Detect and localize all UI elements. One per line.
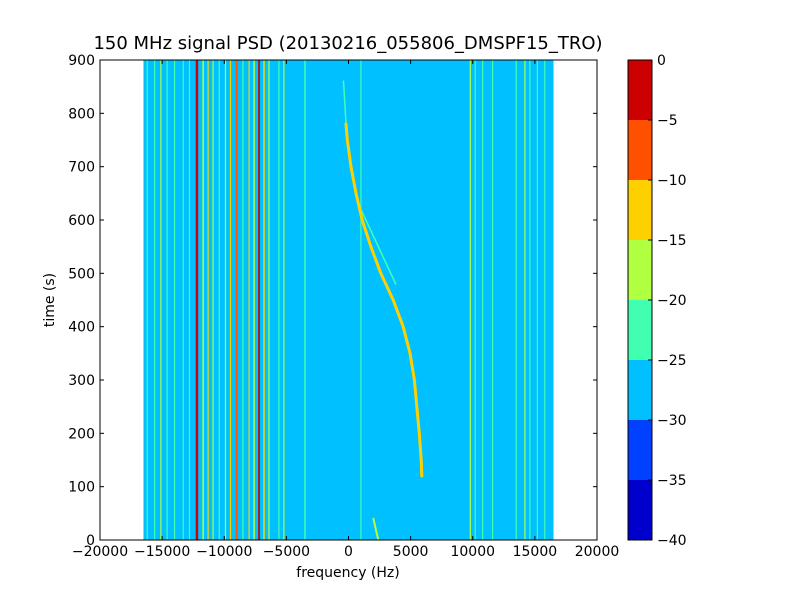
x-tick-label: −5000 bbox=[263, 544, 310, 560]
carrier-line bbox=[253, 60, 255, 540]
x-axis: −20000 −15000 −10000 −5000 0 5000 10000 15000 20… bbox=[72, 60, 619, 560]
carrier-line bbox=[160, 60, 162, 540]
carrier-line bbox=[248, 60, 250, 540]
carrier-line bbox=[218, 60, 220, 540]
y-tick-label: 900 bbox=[68, 53, 95, 69]
carrier-line bbox=[283, 60, 285, 540]
carrier-line bbox=[268, 60, 270, 540]
psd-background-band bbox=[143, 60, 554, 540]
carrier-line bbox=[229, 60, 232, 540]
colorbar-segment bbox=[628, 60, 652, 120]
colorbar-tick-label: −5 bbox=[657, 113, 678, 129]
x-tick-label: 20000 bbox=[575, 544, 620, 560]
colorbar-segment bbox=[628, 300, 652, 360]
plot-frame bbox=[99, 59, 598, 541]
plot-area bbox=[143, 60, 554, 540]
carrier-line bbox=[182, 60, 184, 540]
colorbar: −40 −35 −30 −25 −20 −15 −10 −5 0 bbox=[627, 53, 687, 549]
y-tick-label: 800 bbox=[68, 106, 95, 122]
y-tick-label: 500 bbox=[68, 266, 95, 282]
colorbar-segment bbox=[628, 420, 652, 480]
carrier-line bbox=[258, 60, 260, 540]
colorbar-tick-label: −10 bbox=[657, 173, 687, 189]
x-tick-label: −15000 bbox=[134, 544, 190, 560]
colorbar-tick-label: −35 bbox=[657, 473, 687, 489]
carrier-line bbox=[146, 60, 148, 540]
carrier-line bbox=[482, 60, 484, 540]
x-tick-label: 10000 bbox=[450, 544, 495, 560]
y-tick-label: 400 bbox=[68, 320, 95, 336]
y-tick-label: 200 bbox=[68, 426, 95, 442]
colorbar-tick-label: −20 bbox=[657, 293, 687, 309]
x-axis-label: frequency (Hz) bbox=[296, 565, 399, 581]
carrier-line bbox=[188, 60, 191, 540]
x-tick-label: −20000 bbox=[72, 544, 128, 560]
carrier-line bbox=[173, 60, 176, 540]
x-tick-label: 0 bbox=[344, 544, 353, 560]
x-tick-label: 5000 bbox=[393, 544, 429, 560]
y-tick-label: 600 bbox=[68, 213, 95, 229]
colorbar-tick-label: −30 bbox=[657, 413, 687, 429]
x-tick-label: −10000 bbox=[196, 544, 252, 560]
colorbar-tick-label: −25 bbox=[657, 353, 687, 369]
x-tick-label: 15000 bbox=[513, 544, 558, 560]
carrier-line bbox=[154, 60, 156, 540]
doppler-trace bbox=[344, 122, 424, 478]
colorbar-segment bbox=[628, 480, 652, 540]
colorbar-tick-label: −15 bbox=[657, 233, 687, 249]
y-tick-label: 0 bbox=[86, 533, 95, 549]
bottom-trace bbox=[372, 517, 380, 540]
carrier-line bbox=[242, 60, 244, 540]
carrier-line bbox=[474, 60, 476, 540]
carrier-line bbox=[469, 60, 471, 540]
carrier-line bbox=[202, 60, 204, 540]
carrier-line bbox=[166, 60, 168, 540]
y-tick-label: 300 bbox=[68, 373, 95, 389]
carrier-line bbox=[263, 60, 265, 540]
carrier-line bbox=[224, 60, 227, 540]
carrier-line bbox=[544, 60, 546, 540]
y-axis: 0 100 200 300 400 500 600 700 800 900 bbox=[68, 53, 597, 549]
carrier-line bbox=[207, 60, 209, 540]
carrier-line bbox=[212, 60, 214, 540]
carrier-line bbox=[235, 60, 238, 540]
carrier-line bbox=[515, 60, 517, 540]
y-tick-label: 700 bbox=[68, 160, 95, 176]
y-axis-label: time (s) bbox=[42, 273, 58, 327]
y-tick-label: 100 bbox=[68, 480, 95, 496]
carrier-line bbox=[536, 60, 538, 540]
colorbar-segment bbox=[628, 240, 652, 300]
doppler-trace-tail bbox=[342, 80, 347, 125]
colorbar-segment bbox=[628, 120, 652, 180]
carrier-line bbox=[529, 60, 531, 540]
colorbar-tick-label: 0 bbox=[657, 53, 666, 69]
carrier-line bbox=[492, 60, 494, 540]
colorbar-segment bbox=[628, 180, 652, 240]
carrier-line bbox=[360, 60, 362, 540]
colorbar-segment bbox=[628, 360, 652, 420]
carrier-line bbox=[278, 60, 280, 540]
colorbar-tick-label: −40 bbox=[657, 533, 687, 549]
carrier-line bbox=[195, 60, 199, 540]
secondary-doppler-trace bbox=[360, 208, 397, 285]
chart-title: 150 MHz signal PSD (20130216_055806_DMSP… bbox=[93, 33, 602, 54]
carrier-line bbox=[524, 60, 526, 540]
carrier-line bbox=[304, 60, 306, 540]
